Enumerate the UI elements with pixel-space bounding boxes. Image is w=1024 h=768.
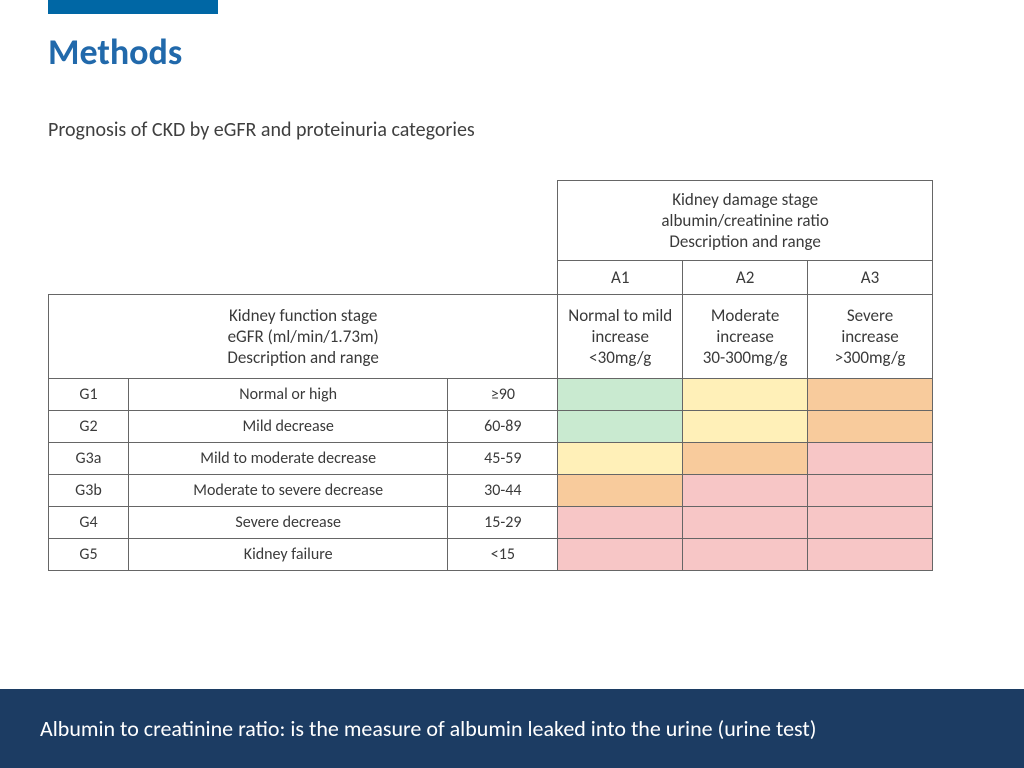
- accent-bar: [48, 0, 218, 14]
- risk-cell-G3b-A1: [558, 475, 683, 507]
- g-code-G3a: G3a: [49, 443, 129, 475]
- g-desc-G2: Mild decrease: [128, 411, 448, 443]
- footer-note: Albumin to creatinine ratio: is the meas…: [0, 689, 1024, 768]
- risk-cell-G5-A1: [558, 539, 683, 571]
- g-code-G2: G2: [49, 411, 129, 443]
- risk-cell-G2-A2: [683, 411, 808, 443]
- a-code-A3: A3: [808, 261, 933, 295]
- risk-cell-G3a-A1: [558, 443, 683, 475]
- risk-cell-G4-A3: [808, 507, 933, 539]
- risk-cell-G4-A2: [683, 507, 808, 539]
- risk-cell-G3a-A2: [683, 443, 808, 475]
- a-desc-A3: Severeincrease>300mg/g: [808, 295, 933, 379]
- g-code-G1: G1: [49, 379, 129, 411]
- row-group-header: Kidney function stageeGFR (ml/min/1.73m)…: [49, 295, 558, 379]
- g-code-G5: G5: [49, 539, 129, 571]
- page-subtitle: Prognosis of CKD by eGFR and proteinuria…: [48, 118, 475, 142]
- g-range-G1: ≥90: [448, 379, 558, 411]
- g-range-G4: 15-29: [448, 507, 558, 539]
- risk-cell-G1-A3: [808, 379, 933, 411]
- risk-cell-G3b-A2: [683, 475, 808, 507]
- page-title: Methods: [48, 30, 182, 74]
- risk-cell-G2-A1: [558, 411, 683, 443]
- g-desc-G3a: Mild to moderate decrease: [128, 443, 448, 475]
- g-code-G4: G4: [49, 507, 129, 539]
- g-range-G3b: 30-44: [448, 475, 558, 507]
- a-code-A1: A1: [558, 261, 683, 295]
- g-desc-G5: Kidney failure: [128, 539, 448, 571]
- g-desc-G4: Severe decrease: [128, 507, 448, 539]
- g-range-G5: <15: [448, 539, 558, 571]
- a-desc-A2: Moderateincrease30-300mg/g: [683, 295, 808, 379]
- g-code-G3b: G3b: [49, 475, 129, 507]
- a-desc-A1: Normal to mildincrease<30mg/g: [558, 295, 683, 379]
- risk-cell-G3b-A3: [808, 475, 933, 507]
- ckd-prognosis-table: Kidney damage stagealbumin/creatinine ra…: [48, 180, 933, 571]
- risk-cell-G2-A3: [808, 411, 933, 443]
- a-code-A2: A2: [683, 261, 808, 295]
- footer-text: Albumin to creatinine ratio: is the meas…: [40, 715, 816, 742]
- risk-cell-G1-A2: [683, 379, 808, 411]
- risk-cell-G1-A1: [558, 379, 683, 411]
- risk-cell-G3a-A3: [808, 443, 933, 475]
- col-group-header: Kidney damage stagealbumin/creatinine ra…: [558, 181, 933, 261]
- risk-cell-G5-A2: [683, 539, 808, 571]
- g-range-G3a: 45-59: [448, 443, 558, 475]
- risk-cell-G4-A1: [558, 507, 683, 539]
- g-range-G2: 60-89: [448, 411, 558, 443]
- g-desc-G3b: Moderate to severe decrease: [128, 475, 448, 507]
- risk-cell-G5-A3: [808, 539, 933, 571]
- g-desc-G1: Normal or high: [128, 379, 448, 411]
